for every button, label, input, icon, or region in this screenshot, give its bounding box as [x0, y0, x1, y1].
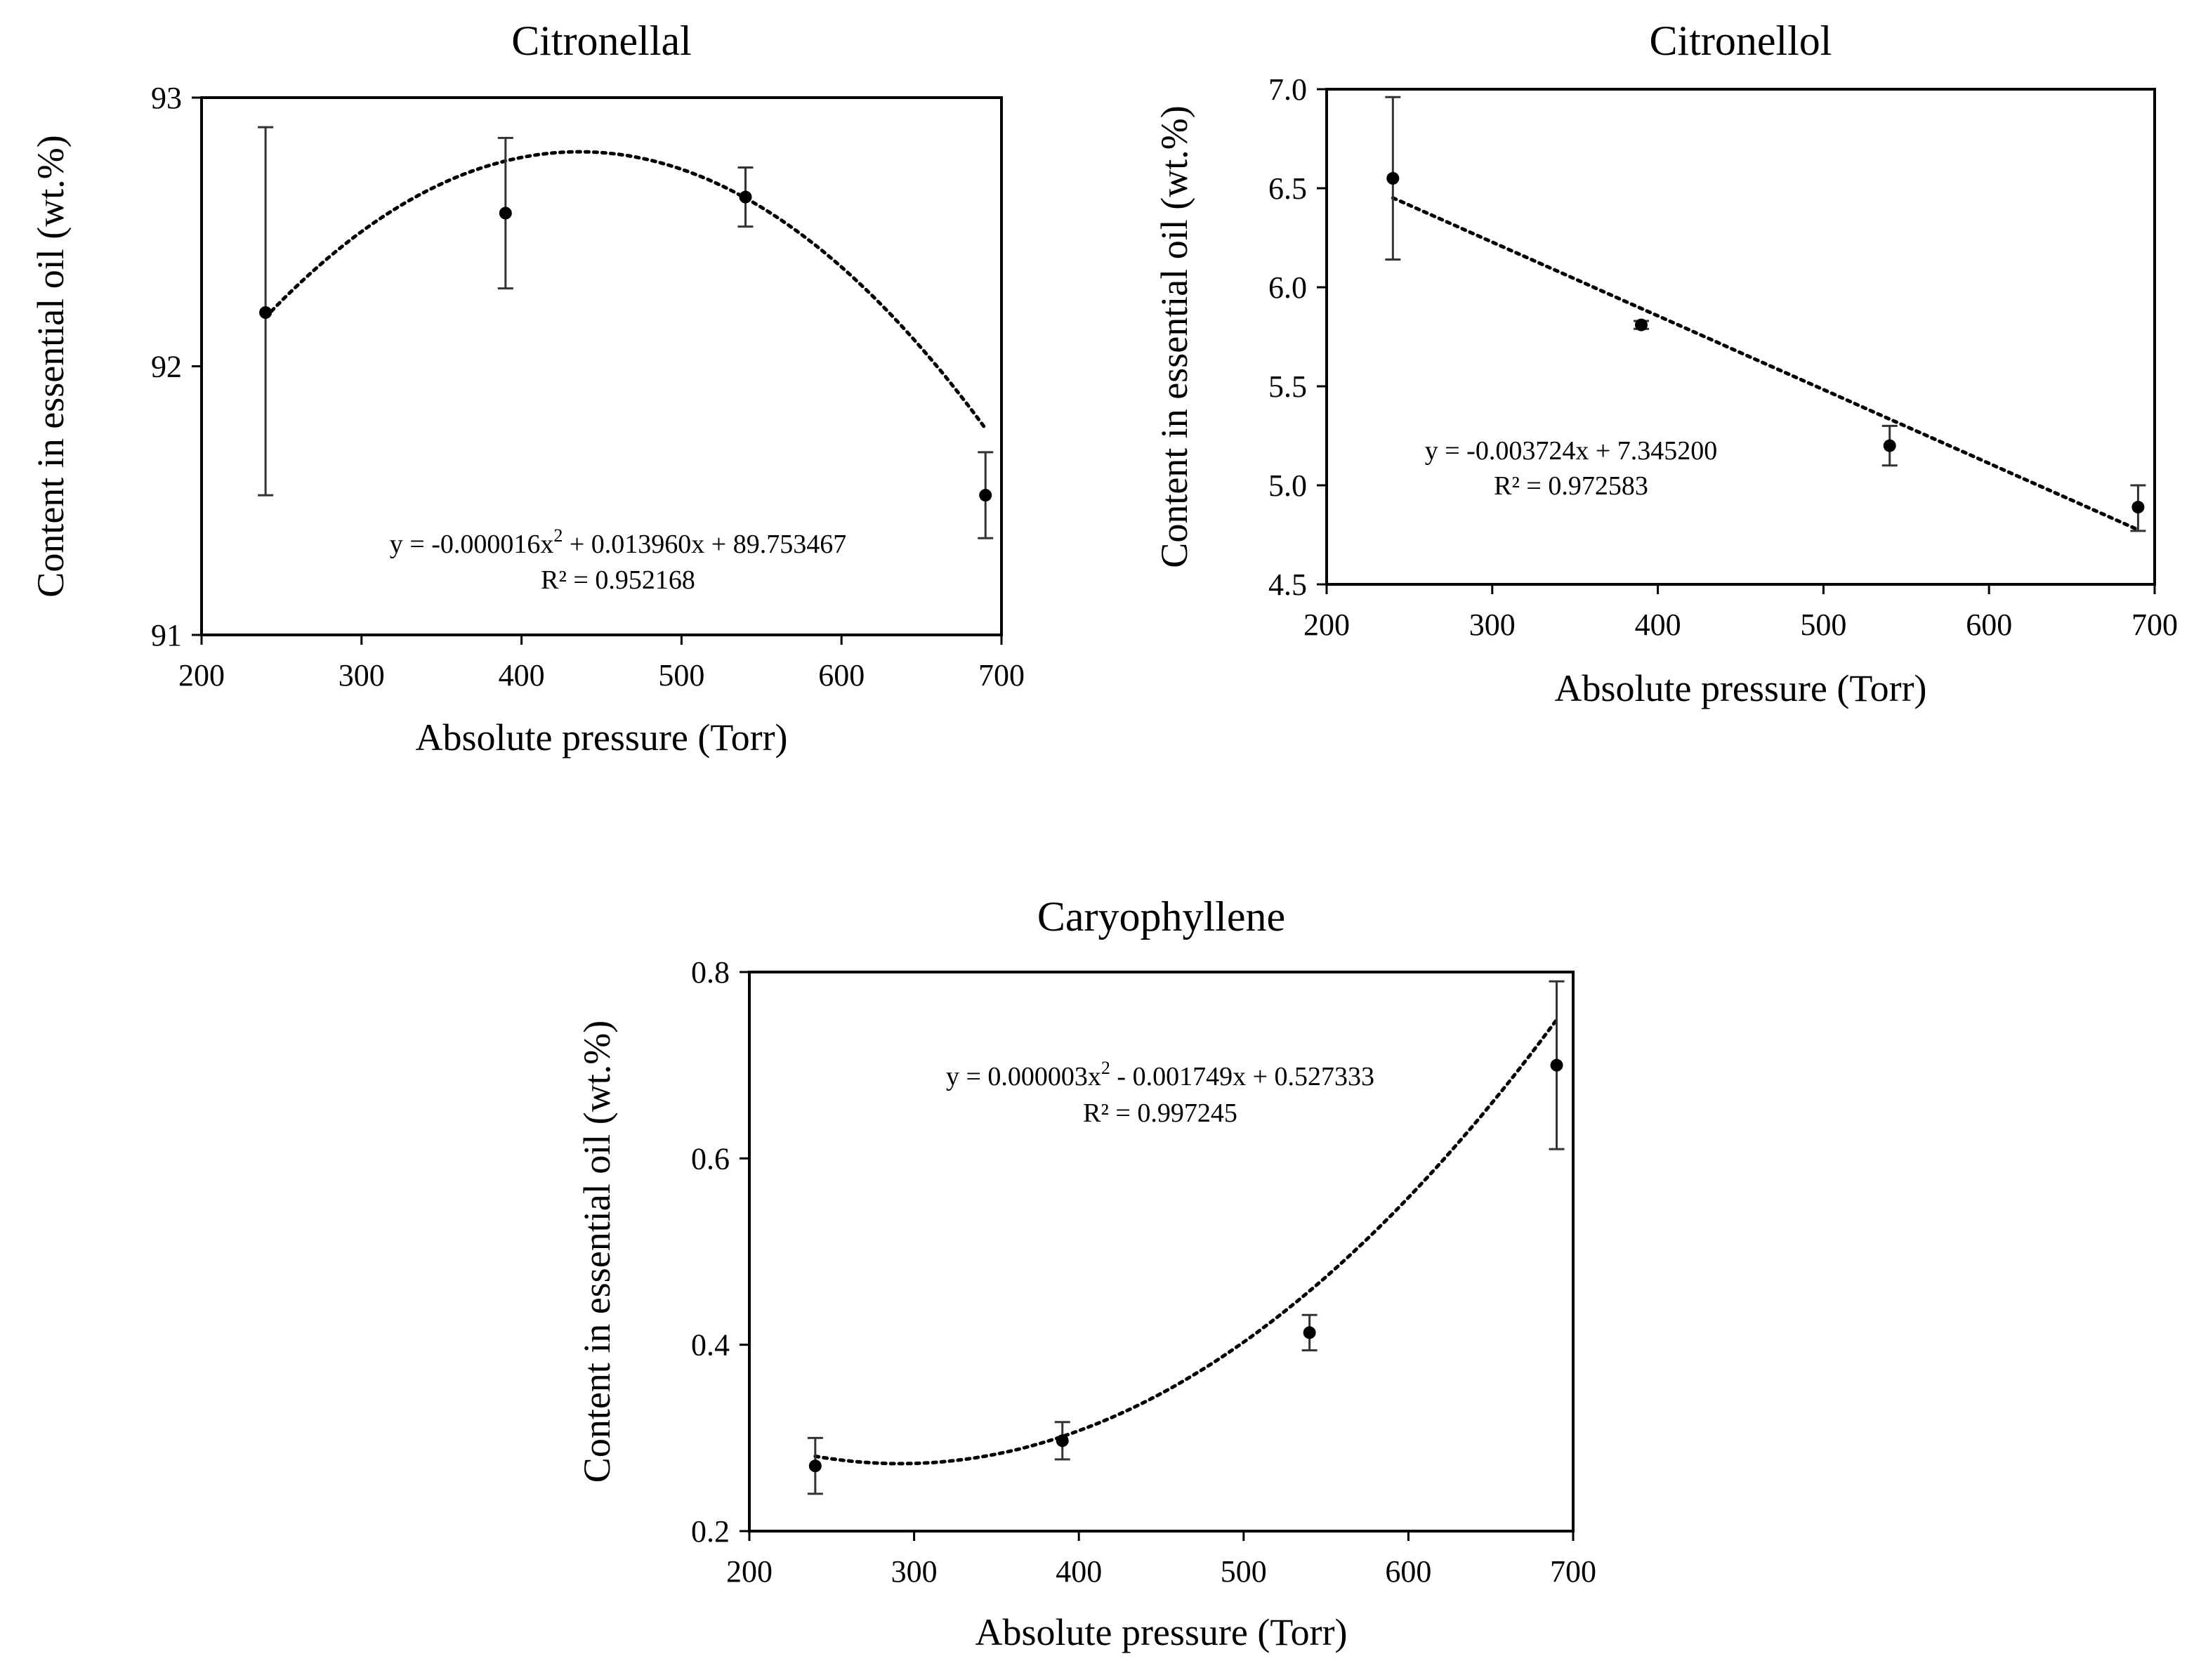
x-tick-label: 300	[1469, 608, 1516, 642]
x-axis-label: Absolute pressure (Torr)	[975, 1611, 1347, 1653]
plot-frame	[748, 971, 1575, 1533]
x-tick-label: 500	[1221, 1554, 1267, 1589]
data-point	[1635, 318, 1648, 332]
x-tick-label: 600	[818, 658, 865, 693]
y-tick-label: 93	[151, 81, 182, 115]
equation-part: + 0.013960x + 89.753467	[563, 530, 846, 559]
data-point	[1386, 171, 1400, 185]
y-tick-label: 91	[151, 618, 182, 652]
y-tick-label: 6.0	[1268, 270, 1307, 305]
y-axis-label: Content in essential oil (wt.%)	[1153, 105, 1195, 567]
y-tick-label: 0.8	[691, 955, 730, 990]
y-tick-label: 4.5	[1268, 567, 1307, 602]
x-tick-label: 200	[1303, 608, 1350, 642]
y-tick-label: 92	[151, 350, 182, 384]
data-point	[739, 190, 752, 204]
y-tick-label: 0.2	[691, 1514, 730, 1549]
y-axis-label: Content in essential oil (wt.%)	[576, 1021, 618, 1483]
y-tick-label: 0.6	[691, 1141, 730, 1176]
trendline-equation: y = 0.000003x2 - 0.001749x + 0.527333	[946, 1058, 1374, 1091]
r-squared: R² = 0.952168	[541, 565, 695, 595]
x-tick-label: 700	[2131, 608, 2178, 642]
equation-superscript: 2	[553, 525, 563, 546]
x-tick-label: 400	[499, 658, 545, 693]
data-point	[1303, 1326, 1316, 1339]
chart-caryophyllene: Caryophyllene 200 300 400 500 600 700 0.2 0.4 0.6…	[576, 893, 1596, 1653]
equation-part: y = 0.000003x	[946, 1062, 1101, 1091]
chart-title: Citronellol	[1650, 18, 1832, 64]
x-tick-label: 600	[1966, 608, 2012, 642]
x-tick-label: 500	[1800, 608, 1846, 642]
x-tick-label: 200	[178, 658, 225, 693]
x-axis-label: Absolute pressure (Torr)	[415, 716, 787, 759]
r-squared: R² = 0.972583	[1494, 471, 1648, 501]
x-axis-label: Absolute pressure (Torr)	[1554, 667, 1926, 709]
x-tick-label: 400	[1635, 608, 1681, 642]
data-point	[259, 306, 272, 319]
data-point	[979, 489, 992, 502]
x-tick-label: 300	[339, 658, 385, 693]
y-tick-label: 0.4	[691, 1328, 730, 1363]
x-tick-label: 400	[1056, 1554, 1102, 1589]
trendline-equation: y = -0.003724x + 7.345200	[1425, 436, 1718, 466]
equation-part: y = -0.003724x + 7.345200	[1425, 436, 1718, 466]
chart-citronellal: Citronellal 200 300 400 500 600 700 91 92 93 Absol…	[29, 18, 1025, 759]
data-point	[1056, 1434, 1069, 1448]
x-tick-label: 700	[1550, 1554, 1596, 1589]
x-tick-label: 500	[658, 658, 704, 693]
trendline-equation: y = -0.000016x2 + 0.013960x + 89.753467	[390, 525, 846, 559]
x-tick-label: 200	[726, 1554, 773, 1589]
y-tick-label: 6.5	[1268, 171, 1307, 206]
chart-title: Citronellal	[511, 18, 692, 64]
trendline	[263, 150, 987, 431]
x-tick-label: 600	[1385, 1554, 1431, 1589]
x-tick-label: 700	[978, 658, 1025, 693]
r-squared: R² = 0.997245	[1083, 1098, 1237, 1128]
equation-part: y = -0.000016x	[390, 530, 554, 559]
data-point	[499, 206, 512, 220]
y-tick-label: 5.0	[1268, 468, 1307, 503]
x-tick-label: 300	[891, 1554, 938, 1589]
y-tick-label: 7.0	[1268, 72, 1307, 107]
data-point	[808, 1459, 822, 1473]
data-point	[1550, 1058, 1563, 1072]
y-axis-label: Content in essential oil (wt.%)	[29, 135, 72, 597]
chart-title: Caryophyllene	[1037, 893, 1285, 940]
data-point	[2131, 501, 2145, 514]
equation-superscript: 2	[1101, 1058, 1110, 1078]
trendline	[813, 1018, 1558, 1466]
equation-part: - 0.001749x + 0.527333	[1110, 1062, 1374, 1091]
trendline	[1391, 196, 2140, 532]
y-tick-label: 5.5	[1268, 369, 1307, 404]
data-point	[1883, 439, 1896, 452]
plot-frame	[1325, 88, 2156, 586]
chart-citronellol: Citronellol 200 300 400 500 600 700 4.5 5.0 5.5 6.…	[1153, 18, 2178, 709]
